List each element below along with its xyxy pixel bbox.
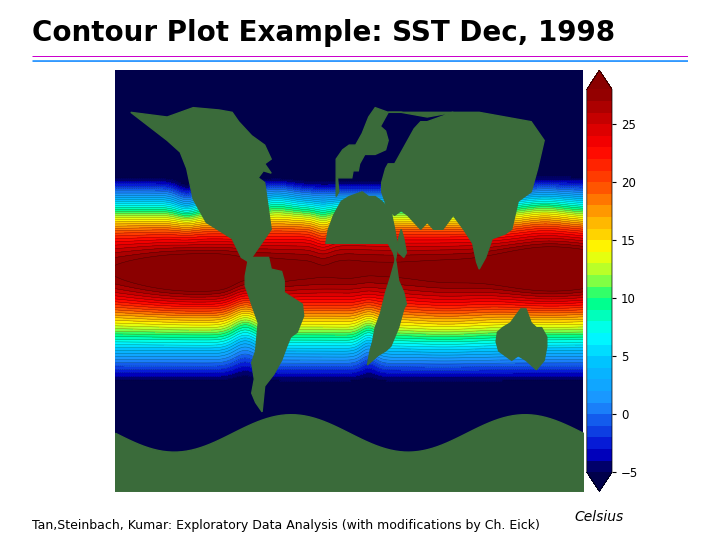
Text: Celsius: Celsius [575,510,624,524]
Polygon shape [336,107,388,197]
Polygon shape [382,112,544,269]
PathPatch shape [587,472,612,491]
Text: Tan,Steinbach, Kumar: Exploratory Data Analysis (with modifications by Ch. Eick): Tan,Steinbach, Kumar: Exploratory Data A… [32,519,540,532]
Polygon shape [496,309,546,370]
PathPatch shape [587,70,612,89]
Text: Contour Plot Example: SST Dec, 1998: Contour Plot Example: SST Dec, 1998 [32,19,616,47]
Polygon shape [131,107,271,262]
Polygon shape [326,192,406,365]
Polygon shape [246,253,304,412]
